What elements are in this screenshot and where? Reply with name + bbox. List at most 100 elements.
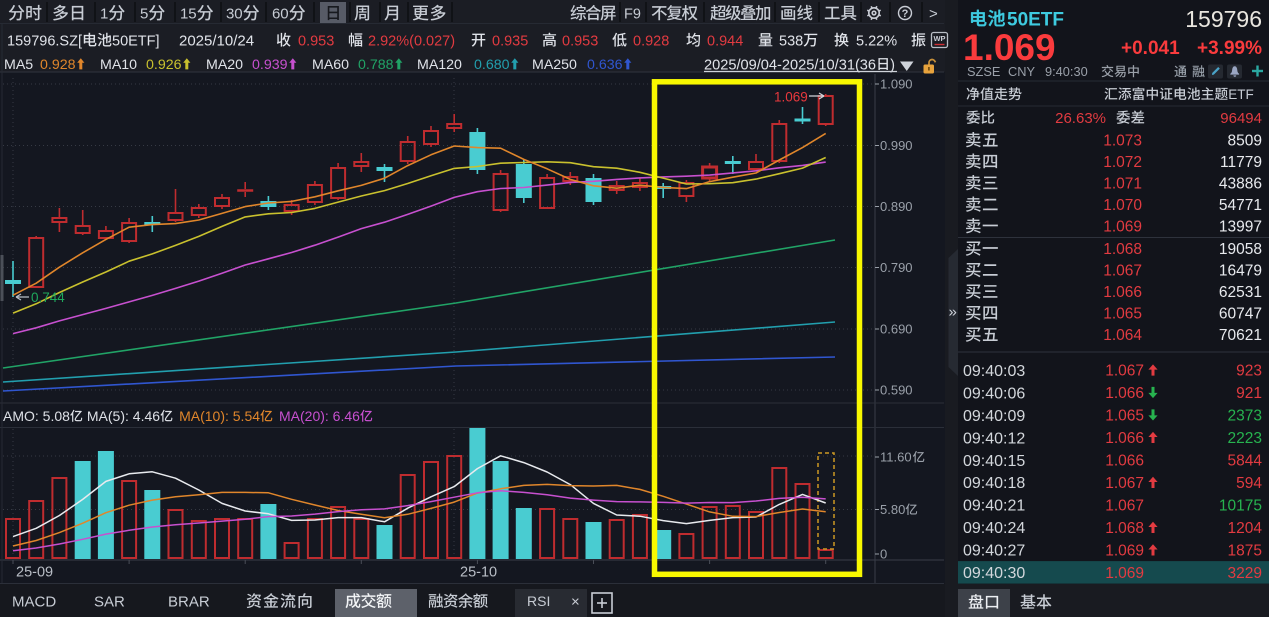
svg-text:MA(5): 4.46: MA(5): 4.46	[87, 408, 160, 424]
svg-text:09:40:06: 09:40:06	[963, 385, 1025, 402]
svg-text:13997: 13997	[1219, 219, 1262, 236]
svg-text:09:40:27: 09:40:27	[963, 543, 1025, 560]
svg-text:+3.99%: +3.99%	[1197, 38, 1262, 59]
svg-text:594: 594	[1236, 475, 1262, 492]
svg-text:09:40:15: 09:40:15	[963, 453, 1025, 470]
svg-text:921: 921	[1236, 385, 1262, 402]
svg-text:0.953: 0.953	[562, 33, 598, 49]
svg-text:0.744: 0.744	[31, 290, 65, 305]
svg-text:0.636: 0.636	[587, 57, 623, 73]
svg-text:SZSE: SZSE	[967, 64, 1000, 79]
svg-text:26.63%: 26.63%	[1055, 110, 1106, 127]
svg-text:09:40:21: 09:40:21	[963, 498, 1025, 515]
svg-text:MA120: MA120	[417, 57, 462, 73]
svg-text:MA5: MA5	[4, 57, 33, 73]
svg-text:50ETF: 50ETF	[1007, 9, 1064, 30]
svg-text:): )	[890, 57, 895, 73]
svg-text:09:40:09: 09:40:09	[963, 408, 1025, 425]
svg-text:5: 5	[188, 5, 196, 22]
svg-text:1.069: 1.069	[963, 27, 1056, 68]
svg-text:0: 0	[234, 5, 242, 22]
svg-text:MA(20): 6.46: MA(20): 6.46	[279, 408, 360, 424]
svg-text:1.065: 1.065	[1105, 408, 1144, 425]
svg-text:96494: 96494	[1220, 110, 1262, 127]
svg-text:09:40:24: 09:40:24	[963, 520, 1025, 537]
svg-text:0.926: 0.926	[146, 57, 182, 73]
svg-text:1.066: 1.066	[1103, 284, 1142, 301]
svg-text:50ETF]: 50ETF]	[112, 33, 160, 49]
svg-text:2.92%(0.027): 2.92%(0.027)	[368, 33, 455, 49]
svg-text:1.066: 1.066	[1105, 430, 1144, 447]
svg-text:»: »	[949, 303, 957, 320]
svg-text:MA10: MA10	[100, 57, 137, 73]
svg-text:159796: 159796	[1185, 6, 1262, 32]
svg-text:2223: 2223	[1228, 430, 1262, 447]
svg-text:0.788: 0.788	[358, 57, 394, 73]
svg-text:ETF: ETF	[1228, 87, 1254, 102]
svg-text:MA(10): 5.54: MA(10): 5.54	[179, 408, 260, 424]
svg-text:0.790: 0.790	[880, 260, 913, 275]
svg-text:WP: WP	[933, 34, 945, 43]
svg-text:159796.SZ[: 159796.SZ[	[7, 33, 82, 49]
svg-text:0.928: 0.928	[40, 57, 76, 73]
svg-text:?: ?	[902, 8, 909, 20]
svg-text:43886: 43886	[1219, 176, 1262, 193]
svg-text:1.067: 1.067	[1105, 475, 1144, 492]
svg-text:5.22%: 5.22%	[856, 33, 897, 49]
svg-text:09:40:12: 09:40:12	[963, 430, 1025, 447]
svg-text:>: >	[929, 5, 938, 22]
svg-text:1.069: 1.069	[1103, 219, 1142, 236]
svg-text:5: 5	[140, 5, 148, 22]
svg-text:0: 0	[280, 5, 288, 22]
svg-text:1875: 1875	[1228, 542, 1262, 559]
svg-text:BRAR: BRAR	[168, 593, 210, 610]
svg-text:1.067: 1.067	[1105, 363, 1144, 380]
svg-text:60747: 60747	[1219, 306, 1262, 323]
svg-text:MA60: MA60	[312, 57, 349, 73]
svg-text:11.60: 11.60	[880, 450, 912, 465]
svg-text:CNY: CNY	[1008, 64, 1035, 79]
svg-text:0.928: 0.928	[633, 33, 669, 49]
svg-text:1.068: 1.068	[1105, 520, 1144, 537]
svg-text:0.944: 0.944	[707, 33, 743, 49]
svg-text:3: 3	[226, 5, 234, 22]
svg-text:F9: F9	[624, 6, 641, 22]
svg-text:1.090: 1.090	[880, 77, 913, 92]
svg-text:0.953: 0.953	[298, 33, 334, 49]
svg-text:0.939: 0.939	[252, 57, 288, 73]
svg-text:1.067: 1.067	[1103, 263, 1142, 280]
svg-text:2025/10/24: 2025/10/24	[179, 32, 254, 49]
svg-text:0.690: 0.690	[880, 322, 913, 337]
svg-text:1: 1	[100, 5, 108, 22]
svg-text:09:40:30: 09:40:30	[963, 565, 1025, 582]
svg-text:MA20: MA20	[206, 57, 243, 73]
svg-text:923: 923	[1236, 363, 1262, 380]
svg-text:1.066: 1.066	[1105, 453, 1144, 470]
svg-text:1.069: 1.069	[1105, 565, 1144, 582]
svg-text:11779: 11779	[1220, 154, 1262, 171]
svg-text:1.069: 1.069	[1105, 542, 1144, 559]
svg-text:1.064: 1.064	[1103, 327, 1142, 344]
svg-text:2025/09/04-2025/10/31(36: 2025/09/04-2025/10/31(36	[704, 57, 876, 73]
svg-text:1.071: 1.071	[1103, 176, 1142, 193]
svg-text:2373: 2373	[1228, 408, 1262, 425]
svg-text:1.067: 1.067	[1105, 498, 1144, 515]
svg-text:1.065: 1.065	[1103, 306, 1142, 323]
svg-text:MACD: MACD	[12, 593, 56, 610]
svg-text:70621: 70621	[1219, 327, 1262, 344]
svg-text:1.066: 1.066	[1105, 385, 1144, 402]
svg-text:538: 538	[779, 33, 803, 49]
svg-text:09:40:18: 09:40:18	[963, 475, 1025, 492]
svg-text:0.590: 0.590	[880, 383, 913, 398]
svg-text:8509: 8509	[1228, 133, 1262, 150]
svg-text:AMO: 5.08: AMO: 5.08	[3, 408, 70, 424]
svg-text:6: 6	[272, 5, 280, 22]
svg-text:1.069: 1.069	[774, 89, 808, 104]
svg-text:1.068: 1.068	[1103, 241, 1142, 258]
svg-text:19058: 19058	[1219, 241, 1262, 258]
svg-text:10175: 10175	[1219, 498, 1262, 515]
svg-text:25-09: 25-09	[16, 564, 53, 580]
svg-text:×: ×	[571, 593, 580, 610]
svg-text:54771: 54771	[1219, 197, 1262, 214]
svg-text:3229: 3229	[1228, 565, 1262, 582]
